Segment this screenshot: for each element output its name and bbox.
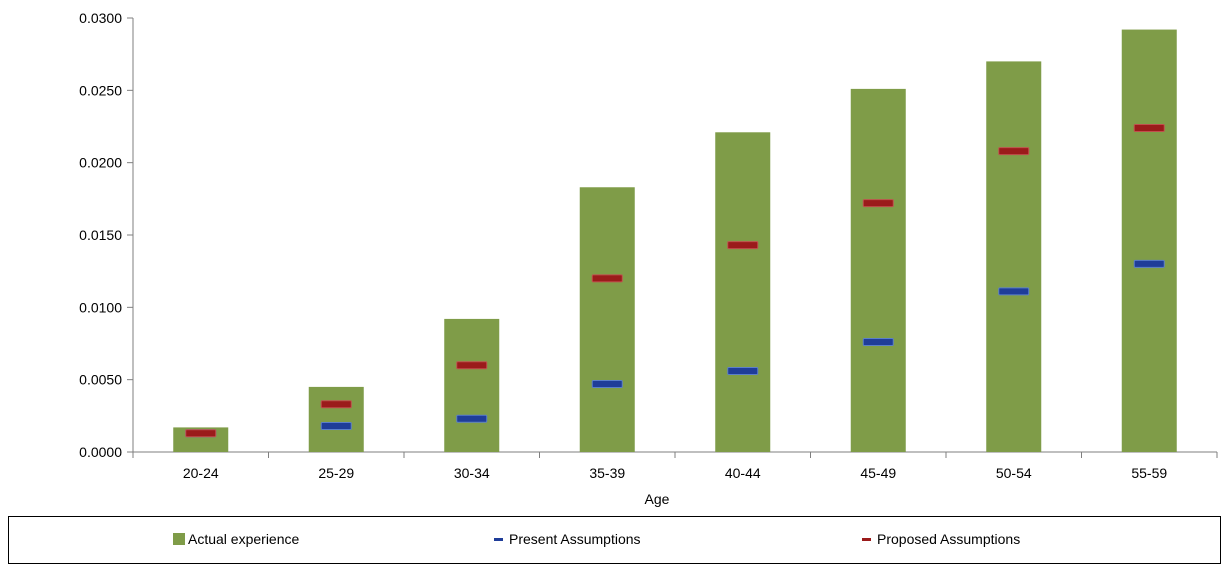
x-tick-label: 20-24 <box>183 465 219 481</box>
marker-present-45-49 <box>862 338 894 347</box>
marker-proposed-45-49 <box>862 199 894 208</box>
y-tick-label: 0.0300 <box>79 10 122 26</box>
bar-actual-50-54 <box>986 61 1042 453</box>
x-tick-label: 30-34 <box>454 465 490 481</box>
bar-actual-40-44 <box>715 132 771 452</box>
y-tick-label: 0.0100 <box>79 299 122 315</box>
marker-proposed-25-29 <box>320 400 352 409</box>
x-axis-title: Age <box>645 491 670 507</box>
marker-present-25-29 <box>320 421 352 430</box>
bar-actual-30-34 <box>444 318 500 452</box>
marker-proposed-35-39 <box>591 274 623 283</box>
legend-label-actual: Actual experience <box>188 531 300 547</box>
x-tick-label: 25-29 <box>318 465 354 481</box>
y-tick-label: 0.0000 <box>79 444 122 460</box>
x-tick-label: 35-39 <box>589 465 625 481</box>
legend-item-proposed: Proposed Assumptions <box>862 531 1020 547</box>
marker-proposed-50-54 <box>998 147 1030 156</box>
x-tick-label: 40-44 <box>725 465 761 481</box>
y-tick-label: 0.0200 <box>79 155 122 171</box>
marker-present-50-54 <box>998 287 1030 296</box>
legend-swatch-proposed <box>862 537 871 541</box>
chart-plot: 0.0000 0.0050 0.0100 0.0150 0.0200 0.0250 0.03… <box>79 10 1218 507</box>
y-tick-label: 0.0250 <box>79 82 122 98</box>
marker-present-40-44 <box>727 366 759 375</box>
marker-proposed-40-44 <box>727 241 759 250</box>
marker-present-55-59 <box>1133 259 1165 268</box>
x-tick-label: 45-49 <box>860 465 896 481</box>
legend-label-present: Present Assumptions <box>509 531 641 547</box>
marker-proposed-30-34 <box>456 361 488 370</box>
x-tick-label: 55-59 <box>1131 465 1167 481</box>
bar-actual-55-59 <box>1121 29 1177 452</box>
legend-swatch-present <box>494 537 503 541</box>
legend-item-actual: Actual experience <box>173 531 299 547</box>
y-tick-label: 0.0050 <box>79 372 122 388</box>
bar-actual-35-39 <box>579 187 635 452</box>
y-tick-label: 0.0150 <box>79 227 122 243</box>
marker-present-30-34 <box>456 414 488 423</box>
legend-swatch-actual <box>173 533 185 545</box>
marker-proposed-20-24 <box>185 429 217 438</box>
marker-proposed-55-59 <box>1133 123 1165 132</box>
x-tick-label: 50-54 <box>996 465 1032 481</box>
marker-present-35-39 <box>591 380 623 389</box>
chart-legend: Actual experience Present Assumptions Pr… <box>8 516 1221 564</box>
legend-label-proposed: Proposed Assumptions <box>877 531 1021 547</box>
legend-item-present: Present Assumptions <box>494 531 641 547</box>
bar-actual-25-29 <box>308 386 364 452</box>
bar-actual-45-49 <box>850 88 906 453</box>
